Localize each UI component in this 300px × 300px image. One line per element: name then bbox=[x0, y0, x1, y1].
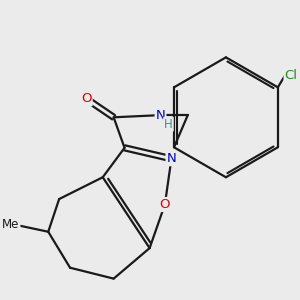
Text: O: O bbox=[160, 198, 170, 211]
Text: Cl: Cl bbox=[284, 69, 298, 82]
Text: Me: Me bbox=[2, 218, 20, 231]
Text: N: N bbox=[156, 109, 165, 122]
Text: N: N bbox=[167, 152, 176, 165]
Text: H: H bbox=[164, 118, 173, 131]
Text: O: O bbox=[81, 92, 92, 105]
